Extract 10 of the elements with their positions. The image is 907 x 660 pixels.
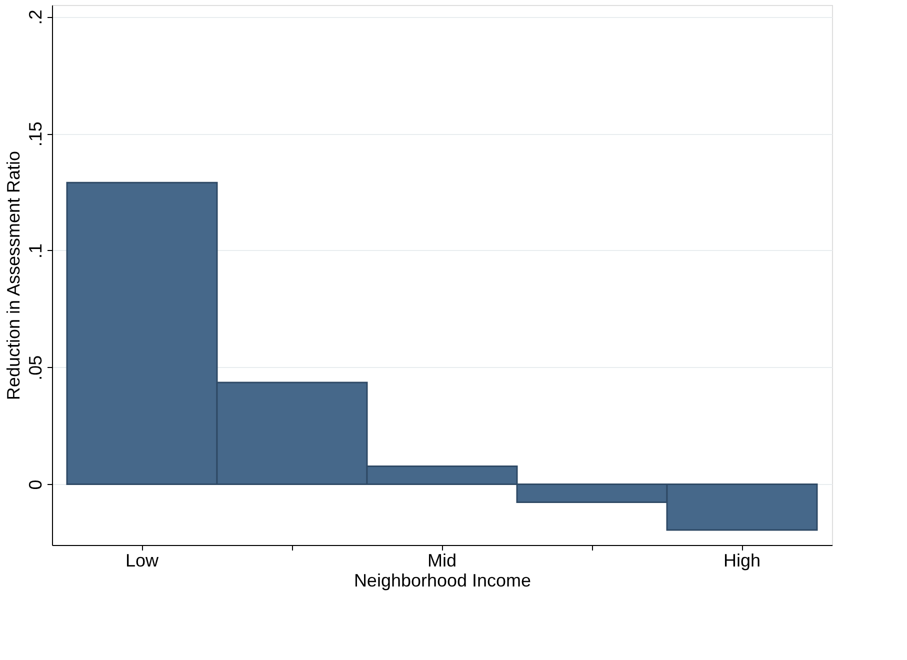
x-tick-label: Low — [125, 550, 160, 570]
y-tick-label: .2 — [26, 10, 46, 25]
x-axis-title: Neighborhood Income — [354, 570, 532, 590]
x-tick-label: Mid — [427, 550, 457, 570]
x-tick-label: High — [723, 550, 761, 570]
y-tick-label: .05 — [26, 355, 46, 380]
y-tick-label: .1 — [26, 243, 46, 258]
y-tick-label: .15 — [26, 122, 46, 147]
y-tick-label: 0 — [26, 480, 46, 490]
y-axis-title: Reduction in Assessment Ratio — [4, 150, 24, 400]
